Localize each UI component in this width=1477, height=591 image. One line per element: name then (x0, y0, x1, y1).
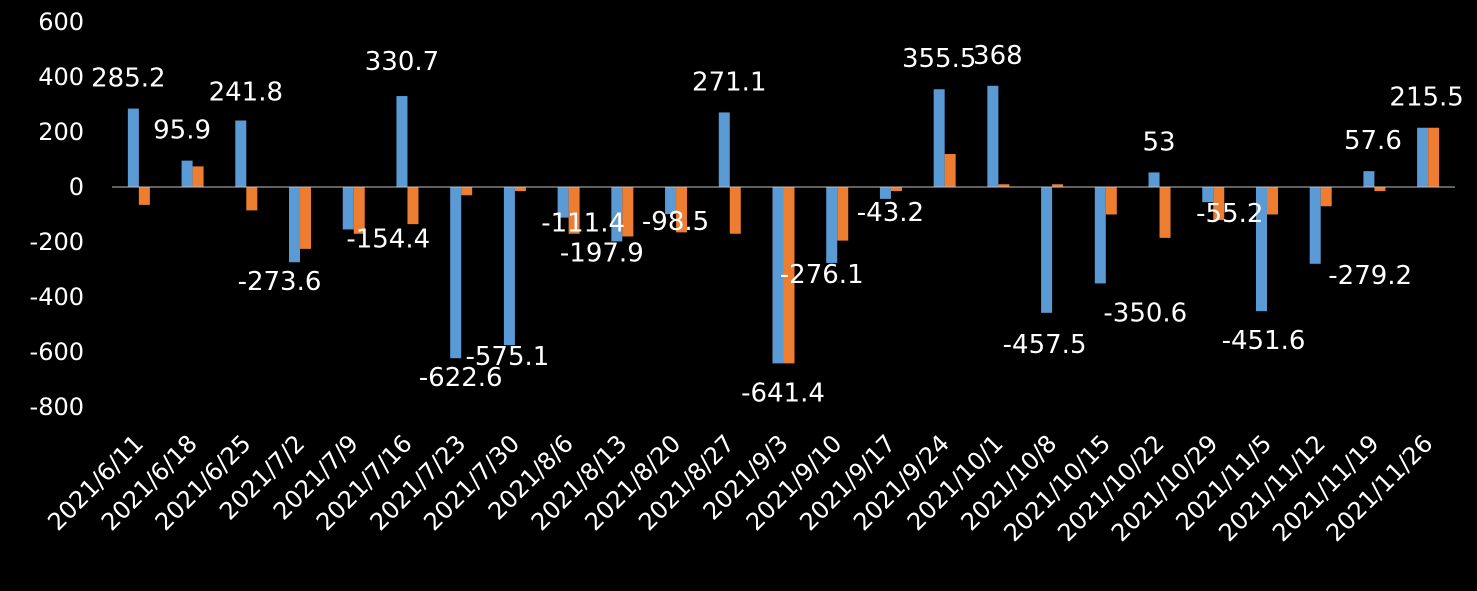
y-tick-label: -800 (30, 393, 84, 421)
bar-series1 (611, 187, 623, 242)
data-label: 53 (1142, 127, 1175, 157)
bar-series2 (676, 187, 688, 233)
bar-series2 (1428, 127, 1440, 187)
bar-series1 (289, 187, 301, 263)
bar-series1 (879, 187, 891, 199)
bar-series2 (998, 184, 1010, 187)
bar-series1 (1148, 172, 1160, 187)
bar-series1 (127, 108, 139, 187)
data-label: 368 (973, 41, 1023, 71)
data-label: 241.8 (209, 78, 283, 108)
bar-series1 (396, 96, 408, 187)
data-label: -276.1 (780, 260, 864, 290)
bar-series2 (783, 187, 795, 364)
bar-series1 (1363, 171, 1375, 187)
data-label: -575.1 (465, 342, 549, 372)
bar-series2 (300, 187, 312, 249)
data-label: 285.2 (91, 64, 165, 94)
bar-series1 (235, 120, 247, 187)
bar-series2 (729, 187, 741, 234)
data-label: -622.6 (419, 363, 503, 393)
y-axis: 600 400 200 0 -200 -400 -600 -800 (30, 8, 84, 421)
data-label: -279.2 (1328, 261, 1412, 291)
bar-series1 (181, 160, 193, 187)
bar-series2 (622, 187, 634, 237)
y-tick-label: 600 (38, 8, 84, 36)
data-label: -111.4 (541, 209, 625, 239)
bar-series2 (837, 187, 849, 241)
bar-series2 (1374, 187, 1386, 192)
bar-series2 (1052, 184, 1064, 187)
y-tick-label: 0 (69, 173, 84, 201)
data-label: 271.1 (692, 67, 766, 97)
bar-series2 (944, 154, 956, 187)
y-tick-label: -200 (30, 228, 84, 256)
data-label: -154.4 (346, 224, 430, 254)
bar-series2 (246, 187, 258, 211)
bar-series2 (461, 187, 473, 196)
bar-series1 (342, 187, 354, 230)
data-label: 355.5 (902, 44, 976, 74)
data-label: -273.6 (238, 267, 322, 297)
bar-series2 (1320, 187, 1332, 207)
bar-series1 (1094, 187, 1106, 284)
y-tick-label: 400 (38, 63, 84, 91)
data-label: -43.2 (857, 198, 924, 228)
bar-series2 (1159, 187, 1171, 238)
bar-series1 (1255, 187, 1267, 312)
data-label: 57.6 (1344, 126, 1402, 156)
data-label: -197.9 (560, 238, 644, 268)
bar-series1 (987, 85, 999, 187)
data-label: 215.5 (1389, 83, 1463, 113)
bar-series1 (665, 187, 677, 215)
bar-series1 (503, 187, 515, 346)
bar-series2 (353, 187, 365, 234)
data-label: -451.6 (1222, 326, 1306, 356)
bar-series1 (557, 187, 569, 218)
y-tick-label: -400 (30, 283, 84, 311)
y-tick-label: -600 (30, 338, 84, 366)
data-label: -98.5 (642, 207, 709, 237)
bar-series1 (933, 89, 945, 187)
data-labels: 285.2 95.9 241.8 -273.6 -154.4 330.7 -622.6-57… (91, 41, 1464, 409)
bar-series2 (568, 187, 580, 234)
data-label: -641.4 (741, 378, 825, 408)
data-label: 95.9 (153, 116, 211, 146)
bar-series2 (1266, 187, 1278, 215)
bar-series2 (192, 166, 204, 187)
bar-series2 (514, 187, 526, 192)
bar-series1 (1202, 187, 1214, 203)
y-tick-label: 200 (38, 118, 84, 146)
bar-series1 (1417, 127, 1429, 187)
bar-series1 (1041, 187, 1053, 313)
bars (127, 85, 1440, 364)
data-label: -457.5 (1003, 330, 1087, 360)
bar-series2 (138, 187, 150, 205)
data-label: 330.7 (365, 47, 439, 77)
bar-series2 (890, 187, 902, 192)
data-label: -55.2 (1196, 199, 1263, 229)
bar-series2 (407, 187, 419, 225)
bar-series1 (826, 187, 838, 263)
bar-series1 (772, 187, 784, 364)
bar-series2 (1213, 187, 1225, 220)
bar-series1 (718, 112, 730, 187)
bar-series2 (1105, 187, 1117, 215)
bar-series1 (1309, 187, 1321, 264)
bar-series1 (450, 187, 462, 359)
data-label: -350.6 (1103, 298, 1187, 328)
